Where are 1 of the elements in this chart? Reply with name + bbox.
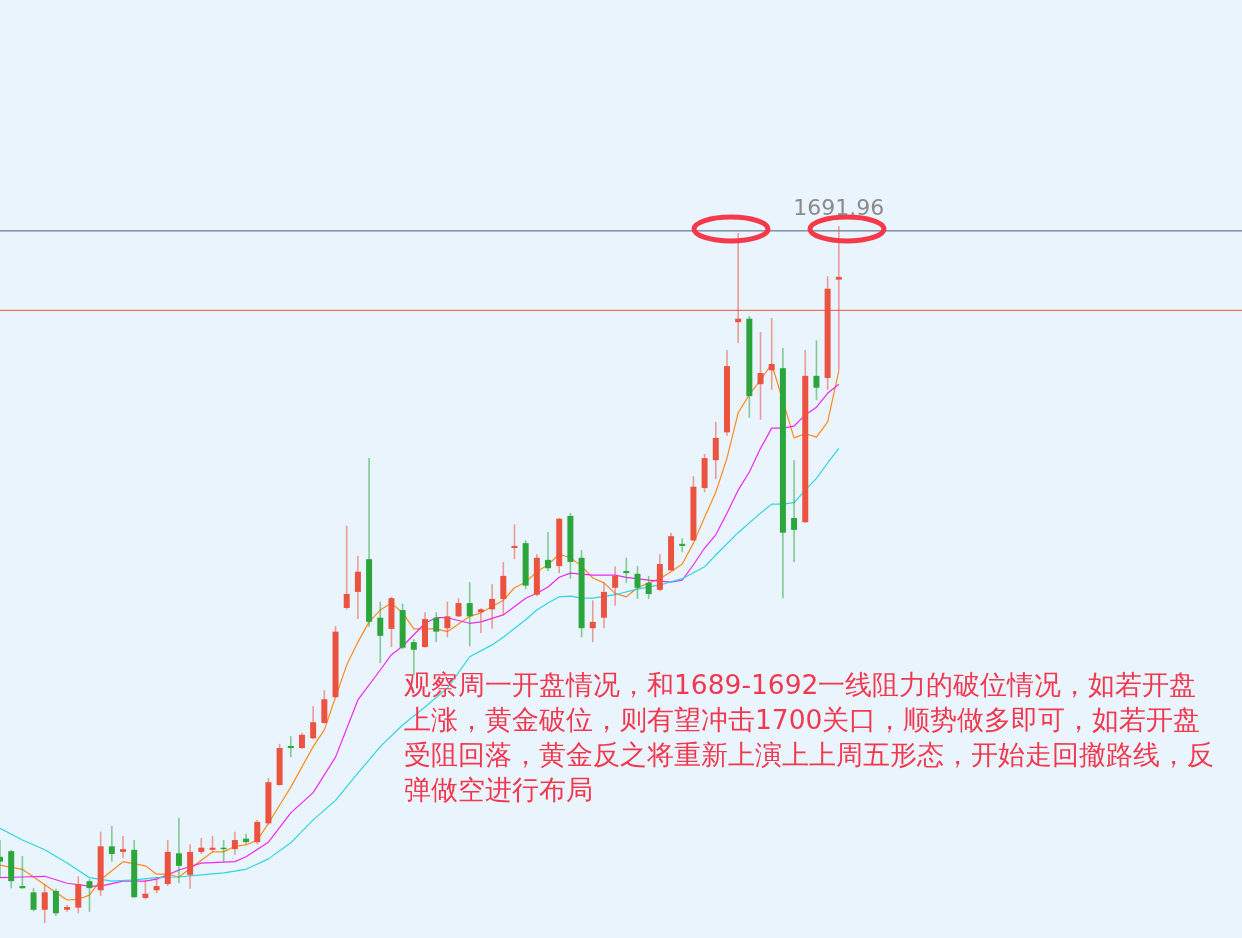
text: 1691.96	[793, 194, 885, 220]
